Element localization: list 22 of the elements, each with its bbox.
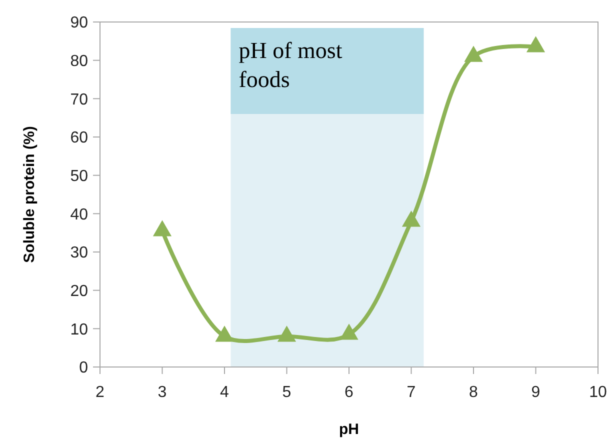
y-tick-label: 50	[70, 168, 88, 185]
y-tick-label: 70	[70, 91, 88, 108]
x-axis-title: pH	[339, 421, 359, 438]
y-tick-label: 20	[70, 282, 88, 300]
y-tick-label: 60	[70, 130, 88, 147]
y-axis-title: Soluble protein (%)	[21, 126, 38, 263]
y-tick-label: 90	[70, 14, 88, 32]
y-tick-label: 40	[70, 206, 88, 224]
y-tick-label: 0	[79, 360, 88, 377]
y-tick-label: 30	[70, 244, 88, 262]
x-tick-label: 3	[158, 384, 167, 401]
x-tick-label: 9	[531, 384, 540, 401]
x-tick-label: 7	[406, 384, 416, 401]
y-tick-label: 10	[70, 321, 88, 338]
x-tick-label: 6	[344, 384, 354, 401]
x-tick-label: 8	[469, 384, 478, 401]
x-tick-label: 10	[589, 384, 607, 401]
y-tick-label: 80	[70, 52, 88, 70]
x-tick-label: 2	[96, 384, 105, 401]
x-tick-label: 5	[282, 384, 292, 401]
band-label: pH of most foods	[238, 38, 343, 92]
x-tick-label: 4	[220, 384, 230, 401]
